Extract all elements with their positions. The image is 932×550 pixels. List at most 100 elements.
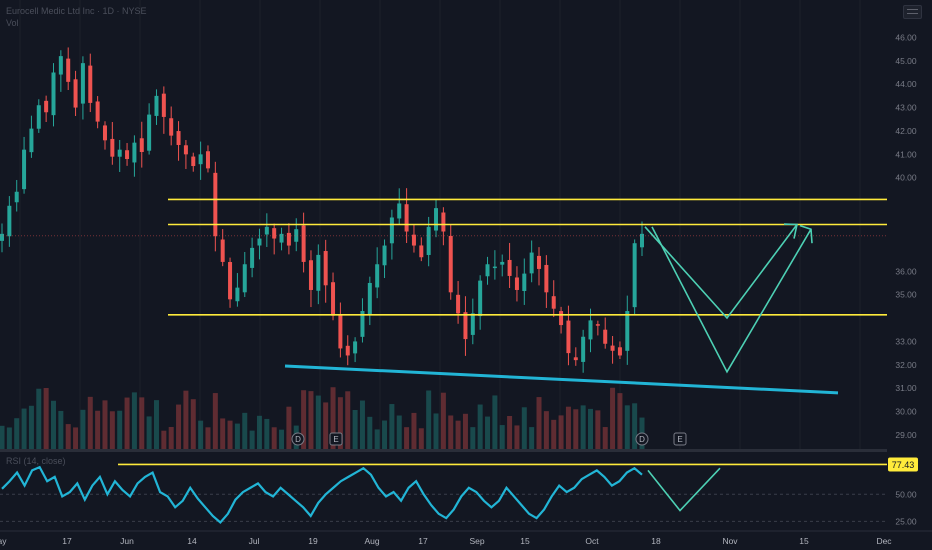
volume-bar [536,397,542,449]
projection-path-1[interactable] [644,224,798,320]
candle-body [500,261,505,265]
candle-body [272,228,277,239]
volume-bar [301,390,307,449]
time-tick: 17 [62,536,72,546]
candle-body [279,233,284,243]
candle-body [640,233,644,248]
volume-bar [632,403,638,449]
volume-bar [36,388,42,449]
volume-bar [492,395,498,449]
pane-divider[interactable] [0,449,932,452]
rsi-axis[interactable]: 77.43 50.00 25.00 [888,457,918,526]
volume-bar [80,409,86,449]
projection-arrowhead-1 [783,223,798,239]
price-tick: 29.00 [895,430,917,440]
price-axis[interactable]: 46.00 45.00 44.00 43.00 42.00 41.00 40.00 36.00… [895,32,917,440]
volume-bar [485,416,491,449]
volume-bar [382,420,388,449]
candle-body [478,280,483,317]
volume-bar [610,387,616,449]
earnings-marker [329,432,343,446]
price-tick: 41.00 [895,149,917,159]
candle-body [294,229,299,242]
candle-body [551,296,556,309]
vertical-grid [19,0,861,529]
time-tick: 15 [520,536,530,546]
candle-body [434,208,439,231]
volume-bar [146,416,152,449]
candle-body [22,149,27,190]
candle-body [14,191,19,203]
volume-bar [0,425,5,449]
candle-body [529,252,534,274]
price-tick: 35.00 [895,290,917,300]
rsi-label: RSI (14, close) [6,456,66,466]
candle-body [331,282,336,316]
volume-bar [359,400,365,449]
volume-bar [352,409,358,449]
candle-body [191,156,196,167]
candle-body [632,243,637,308]
candle-body [198,154,203,165]
price-tick: 46.00 [895,32,917,42]
candle-body [323,251,328,286]
volume-bar [514,425,520,449]
earnings-marker [673,432,687,446]
volume-bar [95,410,101,449]
candle-body [147,114,152,151]
price-tick: 40.00 [895,173,917,183]
volume-bar [205,427,211,449]
volume-bar [602,427,608,449]
volume-bar [220,418,226,449]
volume-bar [521,407,527,449]
candles [0,47,644,373]
menu-icon[interactable] [903,5,922,19]
trend-line[interactable] [284,364,839,395]
volume-bar [426,390,432,449]
price-tick: 45.00 [895,56,917,66]
volume-bar [418,428,424,449]
candle-body [338,315,343,349]
candle-body [360,311,365,337]
time-axis[interactable]: ay 17 Jun 14 Jul 19 Aug 17 Sep 15 Oct 18 Nov 15 Dec [0,530,932,550]
candle-body [205,151,210,169]
candle-body [492,266,497,269]
volume-bar [580,405,586,449]
volume-bar [529,427,535,449]
candle-body [66,58,71,82]
candle-body [110,138,115,157]
time-tick: 18 [651,536,661,546]
candle-body [264,226,269,235]
volume-bar [161,430,167,449]
candle-body [51,72,56,116]
price-tick: 33.00 [895,336,917,346]
volume-bar [411,412,417,449]
volume-bar [389,404,395,449]
volume-bar [6,427,12,449]
volume-bar [87,396,93,449]
projection-path-2[interactable] [651,226,812,374]
time-tick: 14 [187,536,197,546]
volume-bar [507,415,513,449]
volume-bar [102,400,108,449]
candle-body [132,142,137,163]
volume-bar [176,404,182,449]
rsi-level-tag [888,457,918,472]
price-tick: 44.00 [895,79,917,89]
price-tick: 36.00 [895,266,917,276]
volume-bar [28,405,34,449]
rsi-line [1,465,643,525]
candle-body [625,311,630,351]
volume-bar [573,409,579,449]
volume-bar [330,387,336,449]
candle-body [581,336,586,362]
candle-body [139,138,144,153]
price-tick: 43.00 [895,103,917,113]
candle-body [80,63,85,104]
rsi-tick: 25.00 [895,516,917,526]
volume-label: Vol [6,18,19,28]
volume-bars [0,387,645,449]
candle-body [154,95,159,116]
